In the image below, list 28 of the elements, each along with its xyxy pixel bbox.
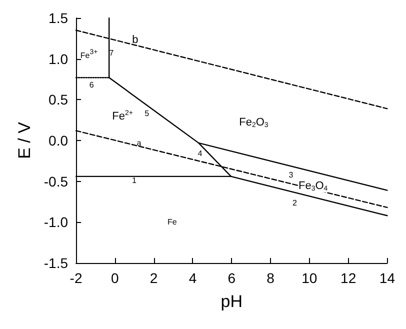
x-tick-label: 2 xyxy=(150,270,158,286)
x-axis-title: pH xyxy=(220,292,242,311)
y-axis-title: E / V xyxy=(15,121,34,159)
annotation: 3 xyxy=(288,170,294,180)
x-tick-label: 8 xyxy=(266,270,275,286)
x-tick-label: 12 xyxy=(340,270,356,286)
annotation: 6 xyxy=(89,80,94,90)
x-tick-label: 0 xyxy=(111,270,120,286)
annotation: a xyxy=(136,138,142,148)
annotation: 2 xyxy=(292,198,298,208)
x-tick-label: -2 xyxy=(70,270,82,286)
y-tick-label: 1.0 xyxy=(48,50,68,67)
x-tick-label: 14 xyxy=(379,270,396,286)
annotation: 4 xyxy=(198,148,203,158)
y-tick-label: 0.0 xyxy=(48,132,68,148)
annotation: b xyxy=(132,34,138,46)
y-tick-label: -1.0 xyxy=(44,214,68,230)
annotation: Fe xyxy=(168,218,178,227)
annotation: 7 xyxy=(109,48,114,58)
x-tick-label: 6 xyxy=(228,270,236,286)
annotation: 1 xyxy=(132,176,138,185)
y-tick-label: -1.5 xyxy=(44,255,68,271)
y-tick-label: 0.5 xyxy=(48,92,68,108)
y-tick-label: -0.5 xyxy=(44,173,68,190)
x-tick-label: 4 xyxy=(188,270,197,286)
y-tick-label: 1.5 xyxy=(48,10,68,26)
x-tick-label: 10 xyxy=(302,270,318,286)
annotation: 5 xyxy=(144,109,150,118)
